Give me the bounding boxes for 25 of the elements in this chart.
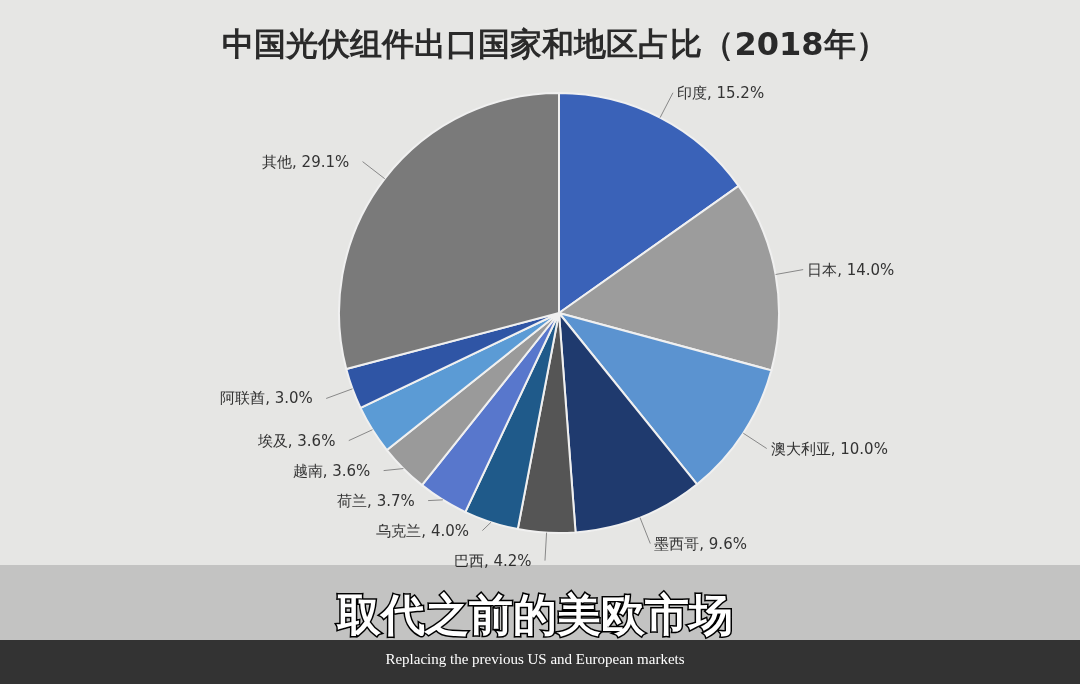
data-label: , 3.7% [367,491,415,510]
slice-label: 印度 [676,83,707,102]
slice-label: 乌克兰 [376,521,422,540]
slice-label: 日本 [807,260,838,279]
slice-label: 墨西哥 [654,534,700,553]
chart-title: 中国光伏组件出口国家和地区占比（2018年） [222,25,888,63]
data-label: , 29.1% [292,152,350,171]
data-label: , 10.0% [830,439,888,458]
data-label: , 9.6% [699,534,747,553]
text: 取代之前的美欧市场 [336,589,733,640]
data-label: , 3.0% [265,389,313,408]
text: Replacing the previous US and European markets [385,651,685,667]
data-label: , 14.0% [837,260,895,279]
slice-label: 其他 [262,152,293,171]
data-label: , 3.6% [322,461,371,480]
slice-label: 巴西 [453,551,484,570]
slice-label: 澳大利亚 [770,439,831,458]
data-label: , 15.2% [706,83,765,102]
data-label: , 4.2% [483,551,532,570]
slice-label: 埃及 [256,431,288,450]
data-label: , 4.0% [421,521,470,540]
slice-label: 阿联酋 [220,389,266,408]
slice-label: 荷兰 [337,491,368,510]
slice-label: 越南 [292,461,323,480]
data-label: , 3.6% [287,431,336,450]
